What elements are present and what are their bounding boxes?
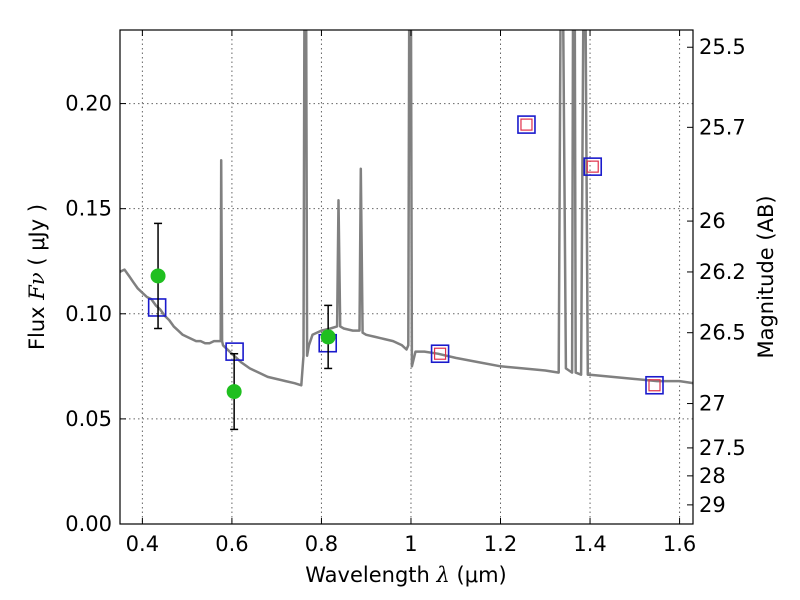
y-tick-label: 0.00 (65, 512, 112, 536)
y-tick-label: 0.10 (65, 302, 112, 326)
x-tick-label: 0.8 (305, 532, 338, 556)
x-tick-label: 0.4 (126, 532, 159, 556)
y-tick-label: 0.20 (65, 92, 112, 116)
model-photometry-box (430, 344, 450, 364)
right-axis-label: Magnitude (AB) (754, 195, 778, 358)
x-tick-label: 1.6 (663, 532, 696, 556)
y-tick-label: 0.15 (65, 197, 112, 221)
model-photometry-box (517, 115, 536, 134)
magnitude-tick-label: 28 (699, 464, 726, 488)
x-tick-label: 1 (404, 532, 417, 556)
y-axis-label: Flux Fν ( μJy ) (25, 204, 49, 350)
model-photometry-inner-box (586, 160, 599, 173)
observed-point (226, 384, 242, 400)
x-axis-label: Wavelength λ (μm) (305, 563, 506, 587)
plot-frame (119, 29, 694, 525)
y-tick-label: 0.05 (65, 407, 112, 431)
magnitude-tick-label: 26 (699, 209, 726, 233)
observed-point (320, 329, 336, 345)
model-spectrum-line (120, 30, 693, 387)
model-photometry-box (147, 298, 167, 317)
magnitude-tick-label: 25.5 (699, 35, 746, 59)
magnitude-tick-label: 26.5 (699, 321, 746, 345)
magnitude-tick-label: 26.2 (699, 260, 746, 284)
x-tick-label: 1.2 (484, 532, 517, 556)
axis-ticks: 0.4 0.6 0.8 1 1.2 1.4 1.6 0.00 0.05 0.10 0.15 0.20 2… (65, 30, 746, 556)
magnitude-tick-label: 29 (699, 493, 726, 517)
magnitude-tick-label: 25.7 (699, 115, 746, 139)
x-tick-label: 0.6 (215, 532, 248, 556)
model-photometry-inner-box (648, 379, 661, 392)
grid-lines (120, 30, 693, 525)
x-tick-label: 1.4 (573, 532, 606, 556)
model-photometry-box (645, 375, 664, 395)
model-photometry-box (583, 157, 603, 176)
observed-point (150, 268, 166, 284)
magnitude-tick-label: 27.5 (699, 436, 746, 460)
magnitude-tick-label: 27 (699, 392, 726, 416)
plot-series (120, 30, 693, 431)
model-photometry-inner-box (433, 347, 447, 360)
model-photometry-inner-box (520, 118, 533, 131)
